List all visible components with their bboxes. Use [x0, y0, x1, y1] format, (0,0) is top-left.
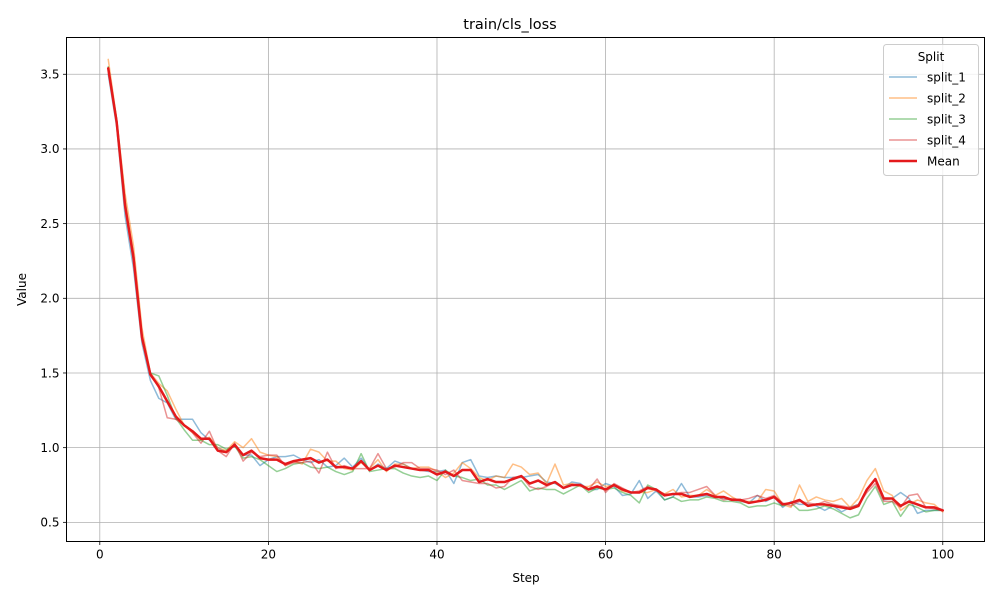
y-tick-label: 2.5 — [40, 217, 59, 231]
x-tick-label: 40 — [429, 548, 444, 562]
y-tick-label: 3.0 — [40, 142, 59, 156]
legend-label: split_4 — [927, 133, 966, 147]
series-line-split-2 — [107, 58, 944, 513]
x-tick-label: 80 — [767, 548, 782, 562]
x-tick-label: 60 — [598, 548, 613, 562]
y-tick-label: 1.5 — [40, 366, 59, 380]
x-axis-label: Step — [512, 571, 539, 585]
y-tick-label: 3.5 — [40, 68, 59, 82]
x-tick-label: 0 — [96, 548, 104, 562]
y-axis-label: Value — [15, 273, 29, 306]
y-tick-label: 1.0 — [40, 441, 59, 455]
legend-label: split_2 — [927, 91, 966, 105]
legend-entries: split_1 split_2 split_3 split_4 Mean — [889, 70, 966, 168]
y-tick-label: 2.0 — [40, 292, 59, 306]
legend: Split split_1 split_2 split_3 split_4 Mean — [883, 44, 979, 176]
x-tick-label: 100 — [931, 548, 954, 562]
axis-ticks: 0 20 40 60 80 100 0.5 1.0 1.5 2.0 2.5 3.0 3.5 — [40, 68, 954, 562]
legend-label: split_1 — [927, 70, 966, 84]
x-tick-label: 20 — [261, 548, 276, 562]
y-tick-label: 0.5 — [40, 516, 59, 530]
legend-label: Mean — [927, 154, 960, 168]
chart-title: train/cls_loss — [463, 17, 556, 33]
series-lines — [106, 58, 945, 519]
legend-label: split_3 — [927, 112, 966, 126]
series-line-mean — [106, 67, 945, 512]
plot-frame — [66, 37, 985, 542]
legend-title: Split — [918, 50, 945, 64]
